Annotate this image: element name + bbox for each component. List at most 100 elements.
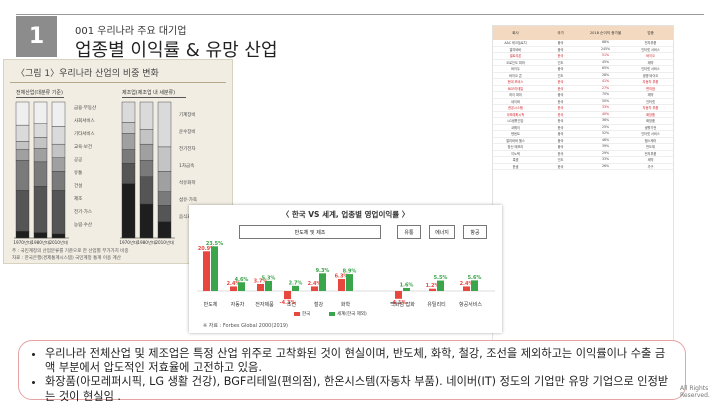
fig2-bar-8-1 bbox=[471, 280, 478, 291]
group-airline: 항공 bbox=[463, 225, 487, 239]
group-energy: 에너지 bbox=[429, 225, 455, 239]
fig2-category-4: 철강 bbox=[314, 301, 324, 308]
fig1-left-legend-item: 사회서비스 bbox=[74, 119, 95, 124]
fig2-category-7: 유틸리티 bbox=[427, 301, 445, 308]
table-cell: 제약 bbox=[647, 158, 654, 162]
company-table: 회사 국가 2018 순이익 증가율 업종 AAC 테크놀로지 중국 68% 전자부품 알리바… bbox=[492, 25, 674, 347]
fig1-left-bar-0-seg-2 bbox=[15, 160, 30, 191]
fig2-bar-7-1 bbox=[437, 280, 444, 291]
table-cell: 한국 bbox=[557, 119, 564, 123]
fig1-left-bar-2-seg-5 bbox=[51, 126, 66, 145]
table-cell: 생명 바이오 bbox=[642, 73, 659, 78]
fig1-left-year-2: 2010년대 bbox=[49, 239, 68, 246]
table-cell: 중국 bbox=[557, 93, 564, 97]
table-cell: 51% bbox=[601, 53, 610, 57]
group-retail: 유통 bbox=[397, 225, 421, 239]
table-cell: AAC 테크놀로지 bbox=[504, 41, 527, 45]
table-row: 하이 퍼미 중국 70% 제약 bbox=[493, 92, 673, 99]
table-cell: 현대 모비스 bbox=[507, 80, 524, 84]
fig2-category-6: 백화점 잡화 bbox=[390, 301, 415, 308]
table-row: BGF리테일 한국 27% 편의점 bbox=[493, 86, 673, 92]
fig1-left-bar-2-seg-0 bbox=[51, 233, 66, 239]
table-cell: 화장품 bbox=[646, 119, 655, 123]
fig2-value-3-1: 2.7% bbox=[289, 280, 303, 286]
fig2-value-0-1: 23.5% bbox=[206, 241, 223, 247]
fig1-left-bar-2-seg-3 bbox=[51, 157, 66, 172]
top-divider bbox=[16, 14, 704, 15]
bullet-1: 우리나라 전체산업 및 제조업은 특정 산업 위주로 고착화된 것이 현실이며,… bbox=[45, 347, 671, 375]
fig1-right-legend-item: 전기전자 bbox=[179, 147, 196, 152]
fig2-value-6-1: 1.6% bbox=[400, 282, 414, 288]
fig1-left-year-0: 1970년대 bbox=[13, 239, 32, 246]
table-cell: 인도 bbox=[557, 73, 564, 78]
fig1-left-legend-item: 교육·보건 bbox=[74, 145, 92, 150]
summary-box: 우리나라 전체산업 및 제조업은 특정 산업 위주로 고착화된 것이 현실이며,… bbox=[18, 340, 686, 403]
fig1-left-legend-item: 기타서비스 bbox=[74, 132, 95, 137]
table-cell: 39% bbox=[601, 144, 610, 148]
fig1-left-bar-2-seg-2 bbox=[51, 171, 66, 191]
figure1-note-1: 주 : 국민계정의 산업분류를 기준으로 한 산업별 부가가치 비중 bbox=[12, 249, 129, 254]
table-cell: 한국 bbox=[557, 54, 564, 58]
table-cell: 한국 bbox=[557, 80, 564, 84]
table-header-cell: 업종 bbox=[647, 30, 654, 35]
table-row: 이노텍 한국 29% 전자부품 bbox=[493, 150, 673, 157]
table-row: 현대 모비스 한국 41% 자동차 부품 bbox=[493, 79, 673, 86]
fig1-left-legend-item: 유통 bbox=[74, 171, 83, 176]
table-header-cell: 국가 bbox=[557, 30, 564, 35]
fig1-right-year-1: 1980년대 bbox=[137, 239, 156, 246]
fig1-right-legend-item: 운수장비 bbox=[179, 130, 196, 135]
fig1-right-bar-0-seg-0 bbox=[121, 183, 136, 239]
table-cell: 중국 bbox=[557, 145, 564, 149]
table-cell: 29% bbox=[601, 150, 610, 155]
table-row: 알리바바 헬스 중국 46% 헬스케어 bbox=[493, 138, 673, 144]
fig2-bar-3-0 bbox=[284, 291, 291, 300]
table-cell: 중국 bbox=[557, 47, 564, 52]
fig2-value-1-0: 2.4% bbox=[227, 281, 241, 287]
fig1-left-bar-2-seg-6 bbox=[51, 101, 66, 127]
fig2-bar-6-0 bbox=[395, 291, 402, 299]
table-cell: 가구 bbox=[647, 164, 654, 169]
table-cell: 창신 메모리 bbox=[507, 145, 524, 149]
table-cell: 68% bbox=[601, 40, 610, 44]
fig2-bar-8-0 bbox=[463, 286, 470, 291]
table-cell: 중국 bbox=[557, 67, 564, 71]
fig1-right-legend-item: 1차금속 bbox=[179, 164, 195, 169]
fig1-left-bar-0-seg-6 bbox=[15, 101, 30, 126]
fig1-left-legend-item: 제조 bbox=[74, 197, 83, 202]
group-manufacturing: 반도체 및 제조 bbox=[239, 225, 381, 239]
fig2-bar-5-1 bbox=[346, 274, 353, 291]
fig1-left-year-1: 1980년대 bbox=[31, 239, 50, 246]
table-cell: 한국 bbox=[557, 106, 564, 110]
fig1-right-bar-0-seg-4 bbox=[121, 122, 136, 134]
fig2-value-2-0: 3.7% bbox=[254, 278, 268, 284]
table-cell: 인터넷 서비스 bbox=[641, 47, 660, 52]
fig1-right-bar-0-seg-5 bbox=[121, 101, 136, 123]
fig2-bar-1-0 bbox=[230, 286, 237, 291]
fig1-right-year-2: 2010년대 bbox=[155, 239, 174, 246]
fig1-right-bar-2-seg-1 bbox=[157, 205, 172, 222]
fig2-bar-7-0 bbox=[429, 288, 436, 291]
table-cell: 편의점 bbox=[646, 86, 655, 91]
slide-title: 업종별 이익률 & 유망 산업 bbox=[75, 40, 278, 61]
fig2-value-4-0: 2.4% bbox=[308, 281, 322, 287]
fig1-left-bar-0-seg-1 bbox=[15, 190, 30, 232]
table-cell: 28% bbox=[601, 72, 610, 77]
fig2-bar-1-1 bbox=[238, 282, 245, 291]
fig2-value-3-0: -4.3% bbox=[280, 300, 296, 306]
fig1-left-legend-item: 전기·가스 bbox=[74, 210, 92, 215]
table-cell: 코웨이 bbox=[511, 125, 520, 130]
fig2-category-3: 조선 bbox=[287, 301, 297, 308]
fig2-category-2: 전자제품 bbox=[255, 301, 274, 308]
table-cell: 중국 bbox=[557, 138, 564, 143]
table-row: 한샘 한국 26% 가구 bbox=[493, 164, 673, 170]
fig1-left-bar-1-seg-6 bbox=[33, 101, 48, 124]
table-cell: 한국 bbox=[557, 86, 564, 91]
table-cell: 중국 bbox=[557, 132, 564, 136]
table-row: 창신 메모리 중국 39% 반도체 bbox=[493, 144, 673, 151]
table-cell: 알리바바 헬스 bbox=[506, 138, 525, 143]
table-row: AAC 테크놀로지 중국 68% 전자부품 bbox=[493, 40, 673, 47]
fig1-left-bar-1-seg-4 bbox=[33, 137, 48, 149]
table-cell: 룩셈 bbox=[512, 158, 519, 162]
fig1-left-bar-1-seg-3 bbox=[33, 148, 48, 163]
table-row: 아모레퍼시픽 한국 40% 화장품 bbox=[493, 112, 673, 118]
